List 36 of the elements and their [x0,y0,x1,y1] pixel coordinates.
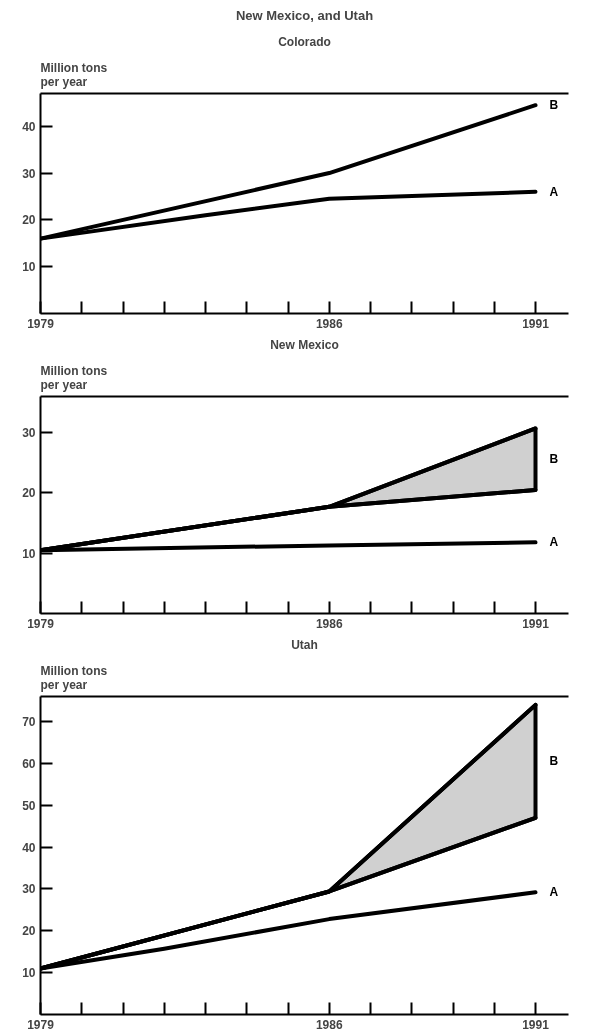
y-tick-label: 30 [22,166,36,181]
y-tick-label: 30 [22,426,36,441]
series-label: B [549,98,559,113]
x-tick-label: 1979 [27,316,55,331]
x-tick-label: 1979 [27,1017,55,1031]
y-tick-label: 40 [22,119,36,134]
x-tick-label: 1986 [315,1017,343,1031]
series-label: A [549,885,559,900]
x-tick-label: 1986 [315,316,343,331]
y-tick-label: 20 [22,486,36,501]
y-axis-title: Million tons per year [40,60,108,89]
y-tick-label: 20 [22,213,36,228]
x-tick-label: 1979 [27,616,55,631]
y-tick-label: 10 [22,966,36,981]
text: New Mexico, and Utah [235,7,374,23]
y-tick-label: 30 [22,882,36,897]
y-tick-label: 10 [22,546,36,561]
chart-title: Colorado [278,34,331,49]
y-tick-label: 20 [22,924,36,939]
chart-title: New Mexico [270,337,339,352]
y-tick-label: 60 [22,756,36,771]
x-tick-label: 1991 [522,616,550,631]
series-label: A [549,184,559,199]
y-tick-label: 10 [22,260,36,275]
y-axis-title: Million tons per year [40,663,108,692]
x-tick-label: 1991 [522,316,550,331]
series-label: A [549,535,559,550]
y-tick-label: 50 [22,798,36,813]
x-tick-label: 1986 [315,616,343,631]
x-tick-label: 1991 [522,1017,550,1031]
y-tick-label: 70 [22,715,36,730]
chart-title: Utah [291,637,318,652]
text: B [549,754,559,769]
text: B [549,452,559,467]
y-axis-title: Million tons per year [40,363,108,392]
y-tick-label: 40 [22,840,36,855]
